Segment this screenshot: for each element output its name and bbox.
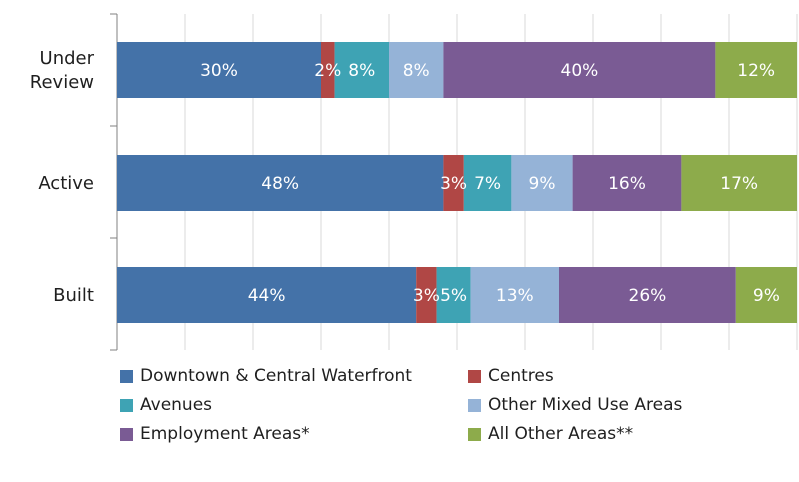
stacked-bar-chart: 30% 2% 8% 8% 40% 12%48% 3% 7% 9% 16% 17%44% 3% 5% 13%… xyxy=(30,13,798,351)
bar-under-review-series-0 xyxy=(117,42,321,98)
data-label: 5% xyxy=(440,286,467,306)
category-axis xyxy=(110,13,118,351)
data-label: 7% xyxy=(474,174,501,194)
data-label: 2% xyxy=(314,61,341,81)
legend-item: Centres xyxy=(468,366,554,386)
category-label: Built xyxy=(53,285,94,306)
legend-label: Downtown & Central Waterfront xyxy=(140,366,412,386)
bar-built-series-5 xyxy=(735,267,797,323)
bar-under-review-series-5 xyxy=(715,42,797,98)
bar-active-series-0 xyxy=(117,155,444,211)
legend-item: Employment Areas* xyxy=(120,424,310,444)
legend-item: All Other Areas** xyxy=(468,424,633,444)
data-label: 13% xyxy=(496,286,534,306)
legend: Downtown & Central Waterfront Centres Aven… xyxy=(120,366,799,466)
category-label: Under Review xyxy=(30,48,95,93)
bar-built-series-1 xyxy=(416,267,437,323)
data-label: 16% xyxy=(608,174,646,194)
data-label: 8% xyxy=(348,61,375,81)
data-label: 40% xyxy=(561,61,599,81)
legend-swatch xyxy=(120,398,133,412)
legend-label: Centres xyxy=(488,366,554,386)
legend-label: All Other Areas** xyxy=(488,424,634,444)
legend-label: Other Mixed Use Areas xyxy=(488,395,683,415)
legend-swatch xyxy=(468,398,481,412)
data-label: 44% xyxy=(248,286,286,306)
bar-built-series-4 xyxy=(559,267,736,323)
legend-item: Avenues xyxy=(120,395,212,415)
legend-item: Other Mixed Use Areas xyxy=(468,395,682,415)
bar-under-review-series-2 xyxy=(334,42,389,98)
bar-active-series-1 xyxy=(443,155,464,211)
bar-active-series-2 xyxy=(463,155,512,211)
legend-swatch xyxy=(120,369,133,383)
legend-swatch xyxy=(468,427,481,441)
legend-swatch xyxy=(120,427,133,441)
bar-under-review-series-4 xyxy=(443,42,716,98)
bar-built-series-3 xyxy=(470,267,559,323)
data-label: 3% xyxy=(413,286,440,306)
bar-built-series-2 xyxy=(436,267,471,323)
category-label: Active xyxy=(38,173,94,194)
data-label: 3% xyxy=(440,174,467,194)
legend-swatch xyxy=(468,369,481,383)
category-labels: Under Review Active Built xyxy=(30,48,95,306)
data-label: 12% xyxy=(737,61,775,81)
bar-active-series-3 xyxy=(511,155,573,211)
data-label: 17% xyxy=(720,174,758,194)
data-label: 48% xyxy=(261,174,299,194)
bar-under-review-series-1 xyxy=(321,42,335,98)
data-label: 9% xyxy=(753,286,780,306)
bars xyxy=(117,42,797,323)
bar-active-series-5 xyxy=(681,155,797,211)
bar-active-series-4 xyxy=(572,155,682,211)
data-label: 26% xyxy=(629,286,667,306)
legend-item: Downtown & Central Waterfront xyxy=(120,366,412,386)
data-label: 30% xyxy=(200,61,238,81)
bar-under-review-series-3 xyxy=(389,42,444,98)
data-label: 9% xyxy=(529,174,556,194)
bar-built-series-0 xyxy=(117,267,417,323)
legend-label: Avenues xyxy=(140,395,213,415)
legend-label: Employment Areas* xyxy=(140,424,310,444)
data-label: 8% xyxy=(403,61,430,81)
data-labels: 30% 2% 8% 8% 40% 12%48% 3% 7% 9% 16% 17%44% 3% 5% 13%… xyxy=(200,61,780,306)
